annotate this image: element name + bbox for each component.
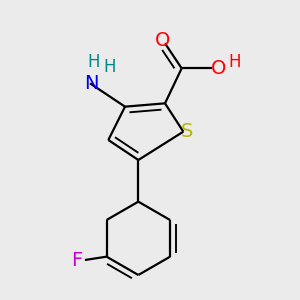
Text: H: H <box>88 53 100 71</box>
Text: S: S <box>181 122 193 141</box>
Text: O: O <box>211 59 226 78</box>
Text: O: O <box>154 31 170 50</box>
Text: N: N <box>84 74 99 93</box>
Text: F: F <box>71 250 82 269</box>
Text: H: H <box>228 53 241 71</box>
Text: H: H <box>104 58 116 76</box>
